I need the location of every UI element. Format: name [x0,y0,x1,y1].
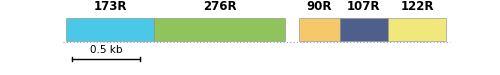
Bar [388,18,446,41]
Bar [340,18,388,41]
Text: 0.5 kb: 0.5 kb [90,45,122,55]
Text: 90R: 90R [306,0,332,13]
Text: 107R: 107R [347,0,380,13]
Text: 276R: 276R [202,0,236,13]
Text: 122R: 122R [400,0,434,13]
Bar [154,18,286,41]
Text: 173R: 173R [93,0,126,13]
Bar [299,18,340,41]
Bar [66,18,154,41]
